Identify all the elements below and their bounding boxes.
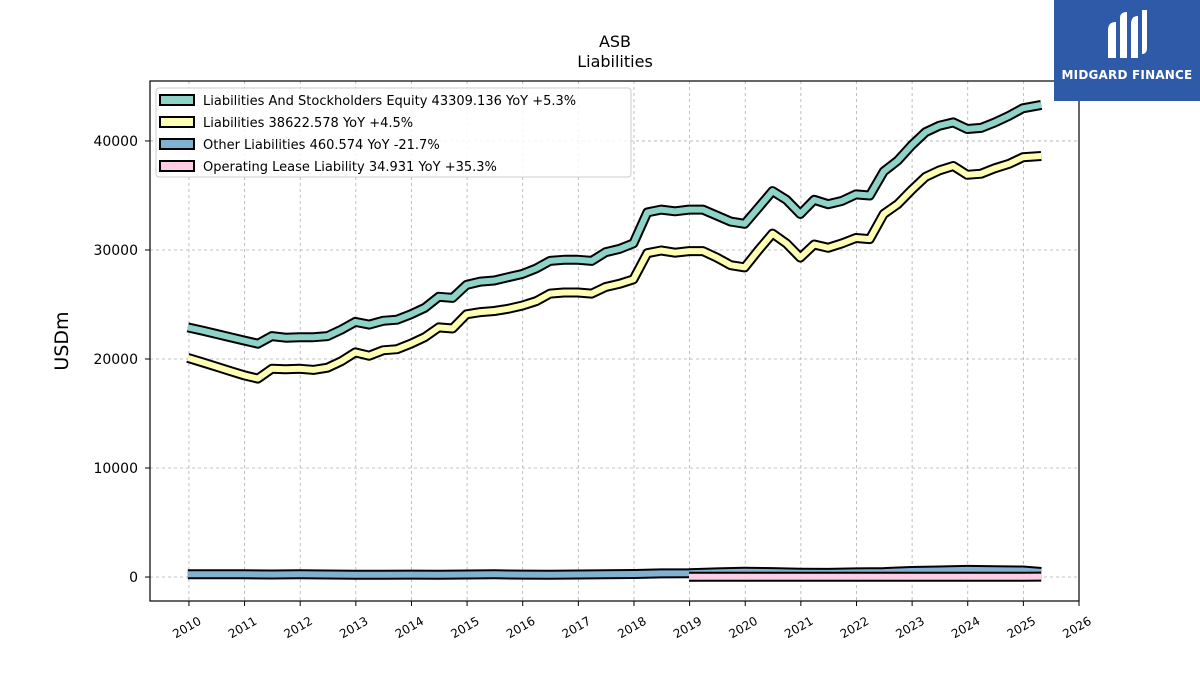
y-axis: 0 10000 20000 30000 40000 [93, 134, 150, 586]
x-tick-label: 2013 [337, 614, 370, 641]
x-tick-label: 2011 [226, 614, 259, 641]
legend-label: Operating Lease Liability 34.931 YoY +35… [203, 160, 497, 175]
x-tick-label: 2015 [448, 614, 481, 641]
y-tick-label: 30000 [93, 243, 138, 259]
series-stroke [187, 566, 1042, 578]
series-layer [186, 99, 1043, 582]
x-tick-label: 2020 [727, 614, 760, 641]
legend-swatch [159, 116, 195, 128]
y-tick-label: 20000 [93, 352, 138, 368]
series-stroke [187, 101, 1042, 347]
x-tick-label: 2014 [393, 614, 426, 641]
series-line [186, 99, 1043, 349]
y-tick-label: 10000 [93, 461, 138, 477]
x-tick-label: 2016 [504, 614, 537, 641]
legend-swatch [159, 160, 195, 172]
y-axis-label: USDm [51, 311, 73, 370]
legend-label: Liabilities 38622.578 YoY +4.5% [203, 116, 413, 131]
x-tick-label: 2012 [281, 614, 314, 641]
x-axis: 2010 2011 2012 2013 2014 2015 2016 2017 2018 2019… [170, 601, 1094, 641]
legend: Liabilities And Stockholders Equity 4330… [155, 87, 632, 178]
series-line [187, 564, 1042, 580]
x-tick-label: 2023 [893, 614, 926, 641]
y-tick-label: 40000 [93, 134, 138, 150]
legend-box [155, 87, 632, 178]
midgard-logo-icon [1108, 10, 1147, 58]
x-tick-label: 2010 [170, 614, 203, 641]
legend-label: Other Liabilities 460.574 YoY -21.7% [203, 138, 440, 153]
plot-frame [149, 80, 1080, 602]
legend-label: Liabilities And Stockholders Equity 4330… [203, 94, 576, 109]
brand-name: MIDGARD FINANCE [1061, 68, 1193, 82]
legend-swatch [159, 138, 195, 150]
x-tick-label: 2017 [560, 614, 593, 641]
x-tick-label: 2024 [949, 614, 982, 641]
chart-subtitle: Liabilities [577, 52, 653, 71]
x-tick-label: 2022 [838, 614, 871, 641]
brand-logo: MIDGARD FINANCE [1054, 0, 1200, 101]
series-stroke [186, 153, 1042, 382]
x-tick-label: 2026 [1060, 614, 1093, 641]
x-tick-label: 2019 [671, 614, 704, 641]
x-tick-label: 2021 [782, 614, 815, 641]
y-tick-label: 0 [129, 570, 138, 586]
legend-swatch [159, 94, 195, 106]
series-line [186, 151, 1042, 384]
chart-title: ASB [599, 32, 631, 51]
x-tick-label: 2018 [615, 614, 648, 641]
x-tick-label: 2025 [1005, 614, 1038, 641]
